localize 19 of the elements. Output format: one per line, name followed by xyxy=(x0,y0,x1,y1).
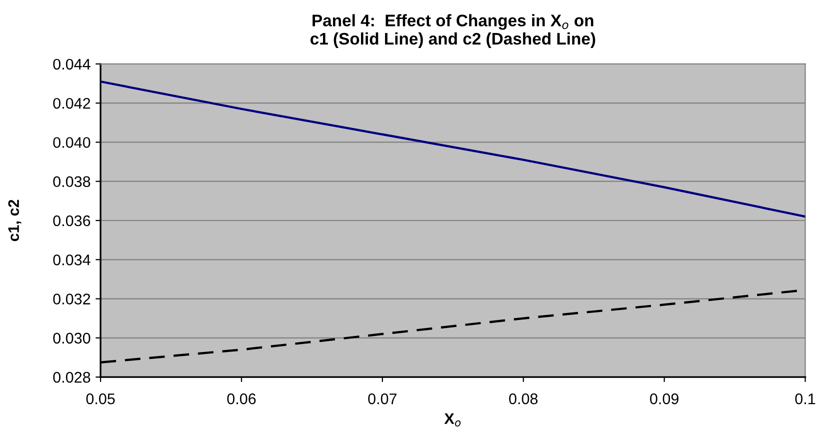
y-tick-label: 0.038 xyxy=(53,176,90,188)
y-tick-label: 0.042 xyxy=(53,98,90,109)
x-tick-label: 0.07 xyxy=(368,393,397,404)
y-tick-label: 0.032 xyxy=(53,294,90,304)
line-series xyxy=(100,80,806,218)
x-tick-label: 0.09 xyxy=(650,393,678,404)
y-tick-label: 0.036 xyxy=(53,215,90,226)
y-tick-label: 0.034 xyxy=(53,254,90,266)
x-tick-label: 0.05 xyxy=(86,393,115,404)
chart-title: Panel 4: Effect of Changes in X$_{o}$ on c1 (Solid Line) and c2 (Dashed Line) xyxy=(310,14,596,48)
x-tick-label: 0.1 xyxy=(795,393,816,404)
y-tick-label: 0.044 xyxy=(53,58,90,70)
x-axis-title: X$_{o}$ xyxy=(444,413,461,427)
y-tick-label: 0.028 xyxy=(53,372,90,383)
y-axis-title: c1, c2 xyxy=(8,200,22,242)
x-tick-label: 0.08 xyxy=(509,393,538,404)
y-tick-label: 0.040 xyxy=(53,137,90,148)
y-tick-label: 0.030 xyxy=(53,332,90,344)
x-tick-label: 0.06 xyxy=(227,393,256,404)
